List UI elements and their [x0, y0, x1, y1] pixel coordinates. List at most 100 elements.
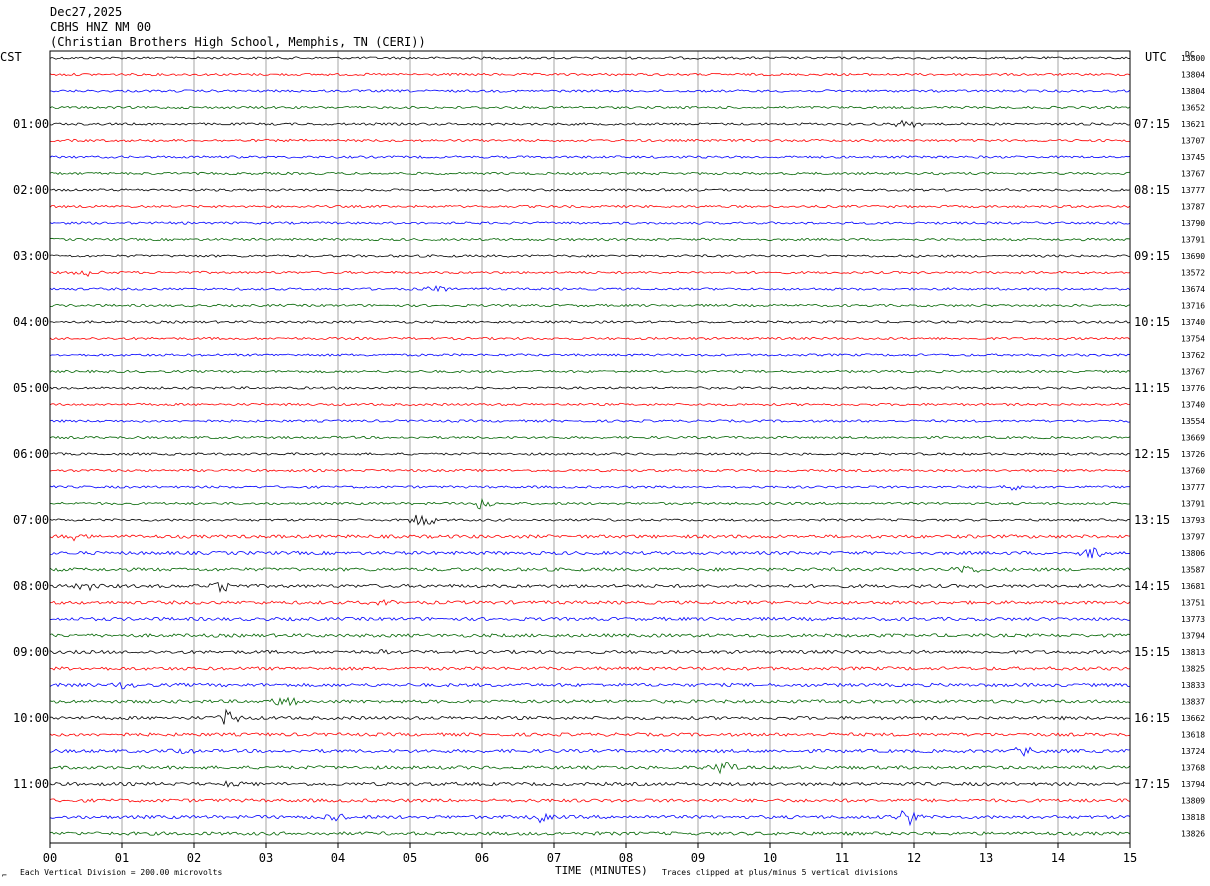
dc-value: 13787 [1181, 203, 1205, 212]
trace-row [50, 666, 1131, 671]
clip-note: Traces clipped at plus/minus 5 vertical … [662, 868, 898, 877]
x-tick-label: 11 [835, 851, 849, 865]
right-time-label: 15:15 [1134, 645, 1170, 659]
left-time-label: 06:00 [13, 447, 49, 461]
trace-row [49, 171, 1131, 176]
trace-row [49, 188, 1131, 192]
x-tick-label: 08 [619, 851, 633, 865]
scale-note: Each Vertical Division = 200.00 microvol… [20, 868, 222, 877]
right-time-label: 14:15 [1134, 579, 1170, 593]
dc-value: 13572 [1181, 269, 1205, 278]
time-grid [121, 51, 1059, 843]
trace-row [49, 746, 1131, 757]
trace-row [49, 798, 1131, 803]
trace-row [49, 468, 1131, 473]
x-tick-label: 15 [1123, 851, 1137, 865]
dc-value: 13794 [1181, 780, 1205, 789]
dc-value: 13790 [1181, 219, 1205, 228]
right-time-label: 12:15 [1134, 447, 1170, 461]
trace-row [50, 708, 1131, 725]
x-tick-label: 05 [403, 851, 417, 865]
dc-value: 13745 [1181, 153, 1205, 162]
dc-value: 13794 [1181, 632, 1205, 641]
x-tick-label: 13 [979, 851, 993, 865]
corner-mark: ⌐ [2, 871, 7, 880]
right-time-label: 16:15 [1134, 711, 1170, 725]
trace-row [49, 831, 1131, 836]
dc-value: 13740 [1181, 318, 1205, 327]
right-time-labels: 07:15 08:15 09:15 10:15 11:15 12:15 13:15 14:15… [1134, 117, 1170, 791]
x-tick-label: 04 [331, 851, 345, 865]
left-time-labels: 01:00 02:00 03:00 04:00 05:00 06:00 07:00 08:00… [13, 117, 49, 791]
trace-row [49, 155, 1131, 159]
dc-value: 13716 [1181, 302, 1205, 311]
dc-value: 13826 [1181, 830, 1205, 839]
dc-value: 13618 [1181, 731, 1205, 740]
trace-row [49, 237, 1131, 242]
left-time-label: 11:00 [13, 777, 49, 791]
trace-row [49, 119, 1131, 129]
trace-row [49, 386, 1131, 390]
dc-value: 13833 [1181, 681, 1205, 690]
trace-row [49, 402, 1131, 407]
x-tick-label: 14 [1051, 851, 1065, 865]
right-timezone-label: UTC [1145, 50, 1167, 64]
dc-offset-labels: 13800 13804 13804 13652 13621 13707 13745 13767… [1181, 54, 1205, 839]
trace-row [49, 320, 1131, 324]
trace-row [49, 533, 1131, 542]
dc-value: 13751 [1181, 599, 1205, 608]
left-time-label: 02:00 [13, 183, 49, 197]
dc-value: 13767 [1181, 170, 1205, 179]
dc-value: 13554 [1181, 417, 1205, 426]
dc-value: 13674 [1181, 285, 1205, 294]
trace-row [49, 616, 1130, 622]
dc-value: 13776 [1181, 384, 1205, 393]
x-tick-label: 03 [259, 851, 273, 865]
trace-row [49, 72, 1131, 77]
dc-value: 13777 [1181, 483, 1205, 492]
trace-row [49, 484, 1131, 491]
left-timezone-label: CST [0, 50, 22, 64]
trace-row [49, 452, 1131, 456]
dc-value: 13740 [1181, 401, 1205, 410]
dc-value: 13793 [1181, 516, 1205, 525]
left-time-label: 07:00 [13, 513, 49, 527]
left-time-label: 08:00 [13, 579, 49, 593]
dc-value: 13681 [1181, 582, 1205, 591]
dc-value: 13762 [1181, 351, 1205, 360]
dc-value: 13662 [1181, 714, 1205, 723]
dc-value: 13652 [1181, 104, 1205, 113]
trace-row [49, 303, 1131, 308]
dc-value: 13777 [1181, 186, 1205, 195]
trace-row [49, 762, 1131, 775]
left-time-label: 10:00 [13, 711, 49, 725]
trace-row [49, 369, 1131, 374]
trace-row [49, 498, 1131, 510]
trace-row [49, 336, 1131, 341]
date-label: Dec27,2025 [50, 5, 122, 19]
right-time-label: 09:15 [1134, 249, 1170, 263]
x-tick-label: 10 [763, 851, 777, 865]
dc-value: 13791 [1181, 500, 1205, 509]
right-time-label: 13:15 [1134, 513, 1170, 527]
dc-value: 13754 [1181, 335, 1205, 344]
trace-row [49, 514, 1131, 526]
trace-row [49, 581, 1131, 594]
x-tick-label: 12 [907, 851, 921, 865]
plot-frame [49, 50, 1131, 844]
trace-row [49, 89, 1131, 93]
trace-row [49, 565, 1131, 574]
seismic-traces [49, 56, 1131, 836]
station-label: CBHS HNZ NM 00 [50, 20, 151, 34]
location-label: (Christian Brothers High School, Memphis… [50, 35, 426, 49]
trace-row [49, 353, 1131, 357]
right-time-label: 08:15 [1134, 183, 1170, 197]
trace-row [49, 285, 1131, 293]
right-time-label: 17:15 [1134, 777, 1170, 791]
trace-row [49, 419, 1131, 423]
dc-header-label: DC [1185, 50, 1195, 59]
trace-row [49, 204, 1131, 209]
x-tick-label: 01 [115, 851, 129, 865]
trace-row [49, 810, 1131, 827]
